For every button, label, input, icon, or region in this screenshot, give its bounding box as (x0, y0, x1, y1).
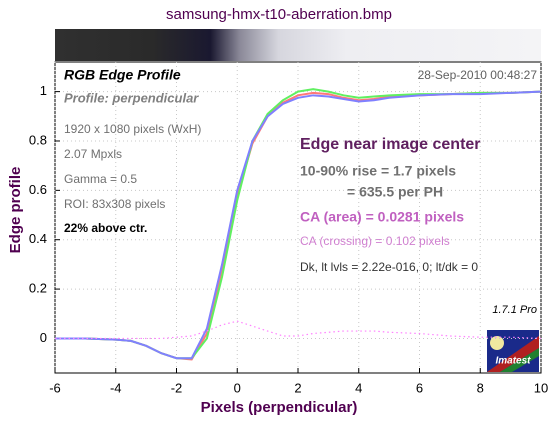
x-tick-label: 2 (294, 380, 301, 395)
annotation: CA (area) = 0.0281 pixels (300, 209, 464, 225)
annotation: ROI: 83x308 pixels (64, 197, 165, 211)
logo-stripe (487, 336, 539, 372)
annotation: CA (crossing) = 0.102 pixels (300, 234, 450, 248)
y-tick-label: 1 (40, 83, 47, 98)
annotation: = 635.5 per PH (347, 184, 443, 200)
annotation: Profile: perpendicular (64, 90, 199, 105)
annotation: 28-Sep-2010 00:48:27 (418, 68, 538, 82)
annotation: Dk, lt lvls = 2.22e-016, 0; lt/dk = 0 (300, 260, 478, 274)
y-tick-label: 0.2 (29, 281, 47, 296)
annotation: 1920 x 1080 pixels (WxH) (64, 122, 201, 136)
logo-text: Imatest (495, 356, 531, 367)
series-line (55, 90, 542, 360)
annotation: 1.7.1 Pro (492, 304, 537, 316)
chart-title: samsung-hmx-t10-aberration.bmp (166, 6, 392, 23)
annotation: 22% above ctr. (64, 221, 147, 235)
annotation: Edge near image center (300, 136, 481, 153)
edge-strip (55, 29, 541, 61)
x-tick-label: 8 (477, 380, 484, 395)
y-tick-label: 0.4 (29, 231, 47, 246)
x-tick-label: -2 (171, 380, 183, 395)
y-tick-label: 0.6 (29, 182, 47, 197)
y-axis-label: Edge profile (7, 167, 24, 254)
x-tick-label: -4 (110, 380, 122, 395)
annotation: Gamma = 0.5 (64, 172, 137, 186)
logo-stripe (500, 348, 539, 372)
annotation: 2.07 Mpxls (64, 147, 122, 161)
annotation: RGB Edge Profile (64, 67, 181, 83)
y-tick-label: 0.8 (29, 132, 47, 147)
x-tick-label: 6 (416, 380, 423, 395)
x-tick-label: 10 (534, 380, 548, 395)
x-tick-label: 4 (355, 380, 362, 395)
imatest-logo: Imatest (487, 330, 539, 372)
plot-area (54, 61, 542, 374)
x-tick-label: -6 (49, 380, 61, 395)
logo-sun (490, 336, 504, 350)
series-line (55, 320, 542, 340)
annotation: 10-90% rise = 1.7 pixels (300, 163, 456, 179)
y-tick-label: 0 (40, 330, 47, 345)
x-axis-label: Pixels (perpendicular) (201, 399, 358, 416)
x-tick-label: 0 (234, 380, 241, 395)
